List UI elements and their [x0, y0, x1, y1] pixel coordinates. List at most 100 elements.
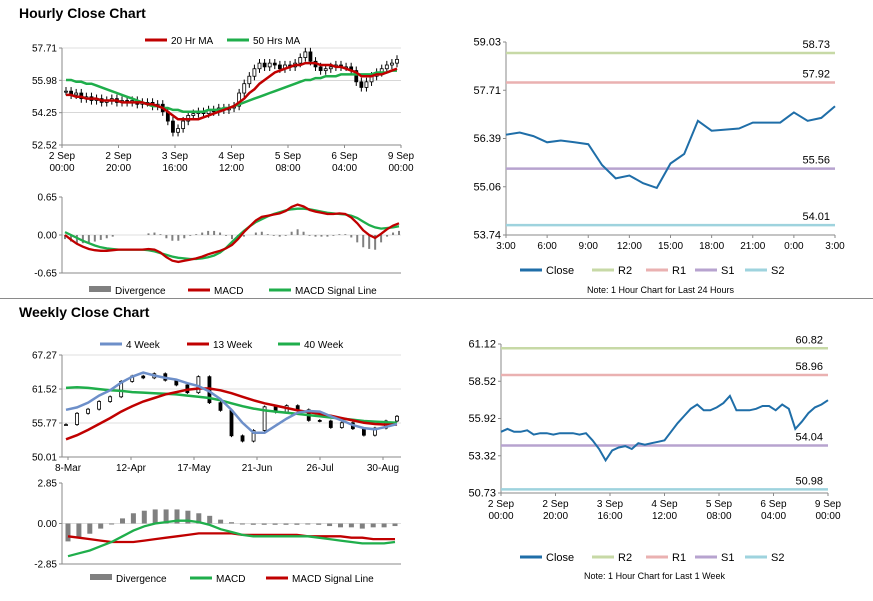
- x-tick-label: 16:00: [162, 163, 187, 174]
- level-label-s1: 55.56: [802, 155, 830, 167]
- divergence-bar: [316, 523, 322, 525]
- hourly-price-candle: [64, 90, 68, 93]
- x-tick-label: 5 Sep: [275, 151, 302, 162]
- x-tick-label: 3:00: [496, 241, 516, 252]
- x-tick-label: 18:00: [699, 241, 724, 252]
- divergence-bar: [250, 523, 256, 525]
- legend-label: S1: [721, 265, 734, 277]
- x-tick-label: 2 Sep: [542, 499, 569, 510]
- w4-line: [65, 371, 398, 435]
- macd-line: [64, 203, 400, 264]
- ma50-line: [66, 69, 397, 113]
- x-tick-label: 08:00: [275, 163, 300, 174]
- x-tick-label: 17-May: [177, 463, 210, 474]
- divergence-bar: [196, 513, 202, 524]
- legend-label: 4 Week: [126, 340, 161, 351]
- legend-label: MACD: [214, 286, 243, 297]
- y-tick-label: 50.73: [468, 488, 496, 500]
- weekly-price-candle: [251, 430, 256, 442]
- hourly-price-candle: [267, 62, 272, 68]
- y-tick-label: -2.85: [34, 560, 57, 571]
- x-tick-label: 12:00: [219, 163, 244, 174]
- hourly-price-candle: [354, 70, 359, 83]
- hourly-price-candle: [242, 83, 247, 94]
- chart-note: Note: 1 Hour Chart for Last 24 Hours: [587, 285, 735, 295]
- legend-label: R1: [672, 552, 686, 564]
- x-tick-label: 3 Sep: [597, 499, 624, 510]
- hourly-section-title: Hourly Close Chart: [19, 5, 146, 21]
- legend-label: 20 Hr MA: [171, 36, 214, 47]
- divergence-bar: [229, 522, 234, 524]
- x-tick-label: 6 Sep: [760, 499, 787, 510]
- weekly-price-candle: [240, 435, 245, 442]
- x-tick-label: 9 Sep: [388, 151, 415, 162]
- x-tick-label: 9:00: [579, 241, 599, 252]
- x-tick-label: 20:00: [543, 511, 568, 522]
- x-tick-label: 2 Sep: [49, 151, 76, 162]
- y-tick-label: 55.77: [32, 419, 57, 430]
- level-label-s2: 50.98: [795, 475, 823, 487]
- hourly-price-candle: [395, 59, 399, 64]
- divergence-bar: [348, 523, 354, 528]
- x-tick-label: 00:00: [49, 163, 74, 174]
- legend-label: S1: [721, 552, 734, 564]
- level-label-s2: 54.01: [802, 211, 830, 223]
- divergence-bar: [381, 523, 387, 528]
- hourly-macd-chart: 0.65 0.00 -0.65 Divergence MACD MACD Signal L…: [34, 193, 401, 297]
- divergence-bar: [239, 523, 245, 525]
- section-divider: [0, 298, 873, 299]
- divergence-bar: [185, 510, 191, 524]
- divergence-bar: [283, 523, 289, 525]
- hourly-price-candle: [257, 62, 262, 70]
- x-tick-label: 5 Sep: [706, 499, 733, 510]
- weekly-price-candle: [97, 401, 101, 410]
- y-tick-label: 55.92: [468, 413, 496, 425]
- weekly-price-candle: [218, 402, 223, 411]
- legend-label: R2: [618, 552, 632, 564]
- legend-swatch: [89, 286, 111, 292]
- hourly-price-candle: [252, 68, 257, 77]
- divergence-bar: [392, 523, 398, 527]
- y-tick-label: 58.52: [468, 376, 496, 388]
- weekly-price-candle: [317, 420, 322, 422]
- y-tick-label: 52.52: [32, 141, 57, 152]
- hourly-price-candle: [262, 62, 267, 68]
- hourly-price-candle: [176, 128, 180, 133]
- level-label-s1: 54.04: [795, 432, 823, 444]
- divergence-bar: [338, 523, 343, 528]
- hourly-price-candle: [308, 51, 313, 62]
- y-tick-label: 53.32: [468, 450, 496, 462]
- hourly-price-candle: [323, 68, 328, 72]
- x-tick-label: 00:00: [488, 511, 513, 522]
- w13-line: [65, 387, 397, 441]
- y-tick-label: 53.74: [473, 230, 501, 242]
- divergence-bar: [163, 509, 169, 524]
- y-tick-label: 55.06: [473, 181, 501, 193]
- x-tick-label: 6 Sep: [331, 151, 358, 162]
- weekly-price-candle: [141, 375, 146, 379]
- weekly-price-candle: [229, 409, 234, 437]
- y-tick-label: 59.03: [473, 37, 501, 49]
- level-label-r1: 57.92: [802, 68, 830, 80]
- x-tick-label: 9 Sep: [815, 499, 842, 510]
- x-tick-label: 2 Sep: [488, 499, 515, 510]
- y-tick-label: 61.52: [32, 385, 57, 396]
- legend-label: MACD Signal Line: [295, 286, 377, 297]
- close-line: [500, 394, 829, 463]
- x-tick-label: 0:00: [784, 241, 804, 252]
- weekly-price-candle: [339, 422, 344, 428]
- x-tick-label: 3:00: [825, 241, 845, 252]
- y-tick-label: 67.27: [32, 351, 57, 362]
- y-tick-label: 56.39: [473, 133, 501, 145]
- weekly-price-candle: [64, 424, 68, 426]
- hourly-price-candle: [237, 92, 242, 107]
- x-tick-label: 12:00: [617, 241, 642, 252]
- x-tick-label: 12-Apr: [116, 463, 147, 474]
- divergence-bar: [87, 523, 93, 534]
- weekly-price-chart: 67.27 61.52 55.77 50.018-Mar 12-Apr 17-May 21-…: [32, 340, 401, 474]
- x-tick-label: 21:00: [740, 241, 765, 252]
- hourly-price-candle: [359, 81, 364, 88]
